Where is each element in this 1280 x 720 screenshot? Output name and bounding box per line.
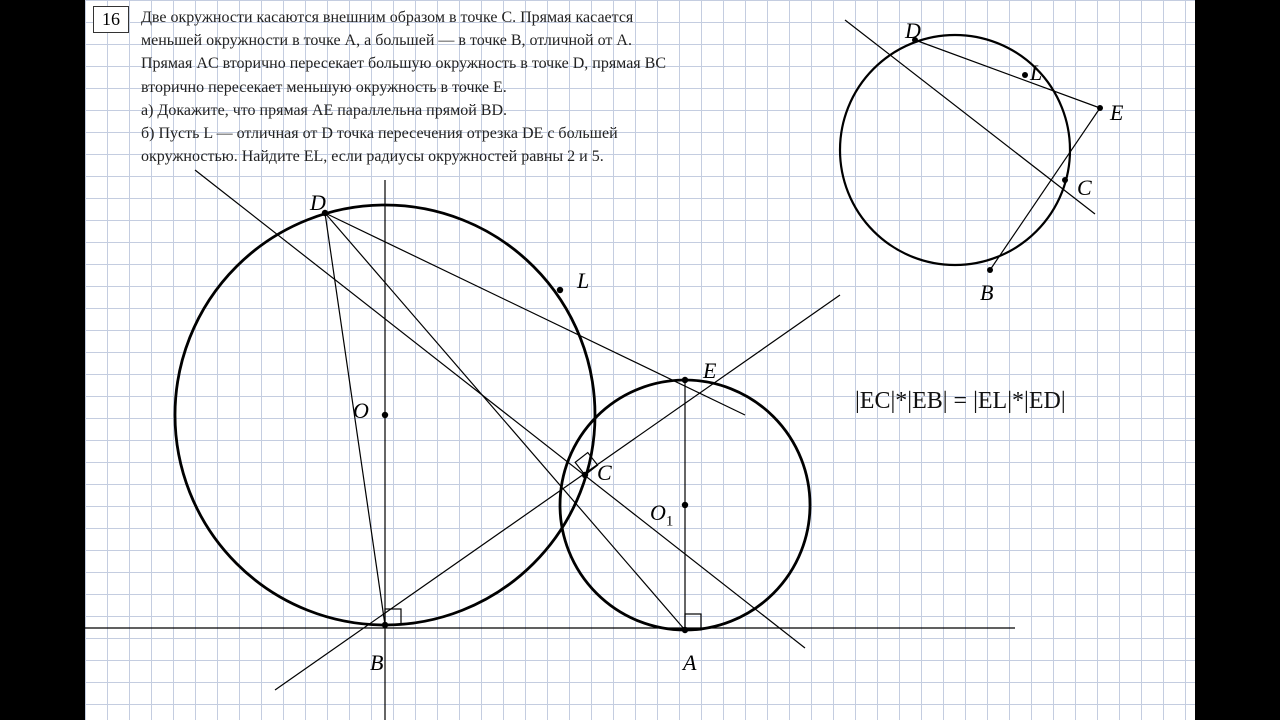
point-label: E bbox=[1110, 100, 1123, 126]
point-label: A bbox=[683, 650, 696, 676]
point-label: L bbox=[1030, 60, 1042, 86]
point-label: L bbox=[577, 268, 589, 294]
point-label: C bbox=[1077, 175, 1092, 201]
point-label: C bbox=[597, 460, 612, 486]
point-label: D bbox=[310, 190, 326, 216]
point-label: B bbox=[370, 650, 383, 676]
figure-svg bbox=[85, 0, 1195, 720]
point-label: O bbox=[353, 398, 369, 424]
point-label: O1 bbox=[650, 500, 673, 530]
point-label: D bbox=[905, 18, 921, 44]
stage: 16 Две окружности касаются внешним образ… bbox=[85, 0, 1195, 720]
point-label: E bbox=[703, 358, 716, 384]
point-label: B bbox=[980, 280, 993, 306]
